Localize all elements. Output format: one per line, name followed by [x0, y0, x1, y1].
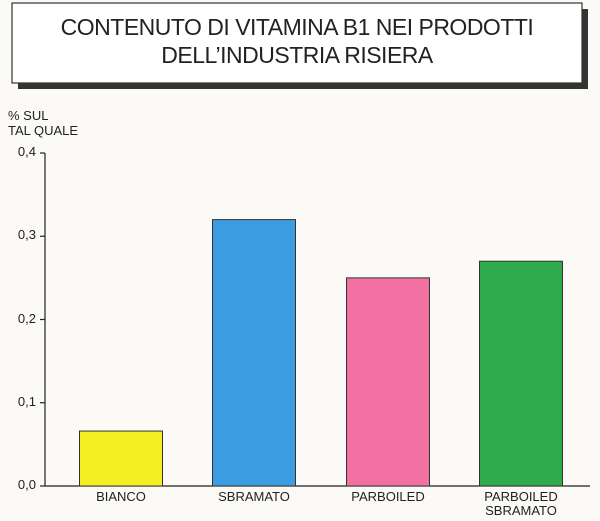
bar [79, 430, 163, 487]
y-tick-label: 0,3 [17, 227, 36, 243]
bar [346, 277, 430, 487]
y-tick-label: 0,2 [17, 310, 36, 326]
x-tick-label: BIANCO [96, 489, 146, 504]
chart-title: CONTENUTO DI VITAMINA B1 NEI PRODOTTI [60, 14, 534, 40]
y-tick-label: 0,4 [17, 144, 36, 159]
y-axis-label: % SUL [8, 108, 49, 123]
x-tick-label: PARBOILED SBRAMATO [484, 489, 558, 518]
bar [212, 219, 296, 487]
x-tick-label: PARBOILED [351, 489, 425, 504]
y-axis-label: TAL QUALE [8, 123, 79, 138]
y-tick-label: 0,1 [17, 393, 36, 409]
title-box [11, 2, 583, 84]
chart-title: DELL’INDUSTRIA RISIERA [161, 42, 433, 68]
y-tick-label: 0,0 [17, 477, 36, 492]
x-tick-label: SBRAMATO [218, 489, 290, 504]
bar [479, 260, 563, 487]
